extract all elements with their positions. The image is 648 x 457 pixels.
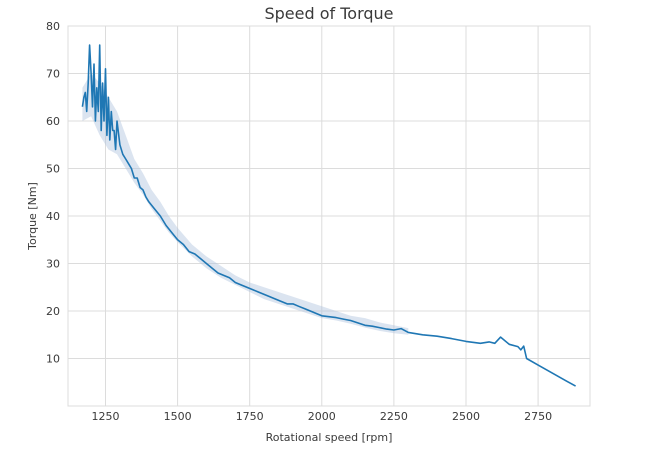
x-tick-label: 2500 [452, 410, 480, 423]
y-tick-label: 80 [46, 20, 60, 33]
x-tick-label: 1250 [91, 410, 119, 423]
y-tick-label: 60 [46, 115, 60, 128]
y-tick-label: 10 [46, 353, 60, 366]
torque-series-line [81, 44, 576, 387]
series-layer [81, 44, 576, 387]
chart-title: Speed of Torque [264, 4, 393, 23]
y-axis-ticks: 10 20 30 40 50 60 70 80 [46, 20, 60, 366]
y-tick-label: 20 [46, 305, 60, 318]
x-tick-label: 2000 [308, 410, 336, 423]
x-axis-title: Rotational speed [rpm] [266, 431, 393, 444]
x-tick-label: 2750 [524, 410, 552, 423]
confidence-band [82, 73, 409, 335]
confidence-band-layer [82, 73, 409, 335]
x-tick-label: 1500 [164, 410, 192, 423]
x-tick-label: 2250 [380, 410, 408, 423]
y-tick-label: 70 [46, 68, 60, 81]
x-axis-ticks: 1250 1500 1750 2000 2250 2500 2750 [91, 410, 552, 423]
y-tick-label: 50 [46, 163, 60, 176]
y-tick-label: 40 [46, 210, 60, 223]
plot-frame [67, 25, 591, 407]
y-tick-label: 30 [46, 258, 60, 271]
y-axis-title: Torque [Nm] [26, 182, 39, 251]
x-tick-label: 1750 [236, 410, 264, 423]
grid [68, 25, 590, 406]
